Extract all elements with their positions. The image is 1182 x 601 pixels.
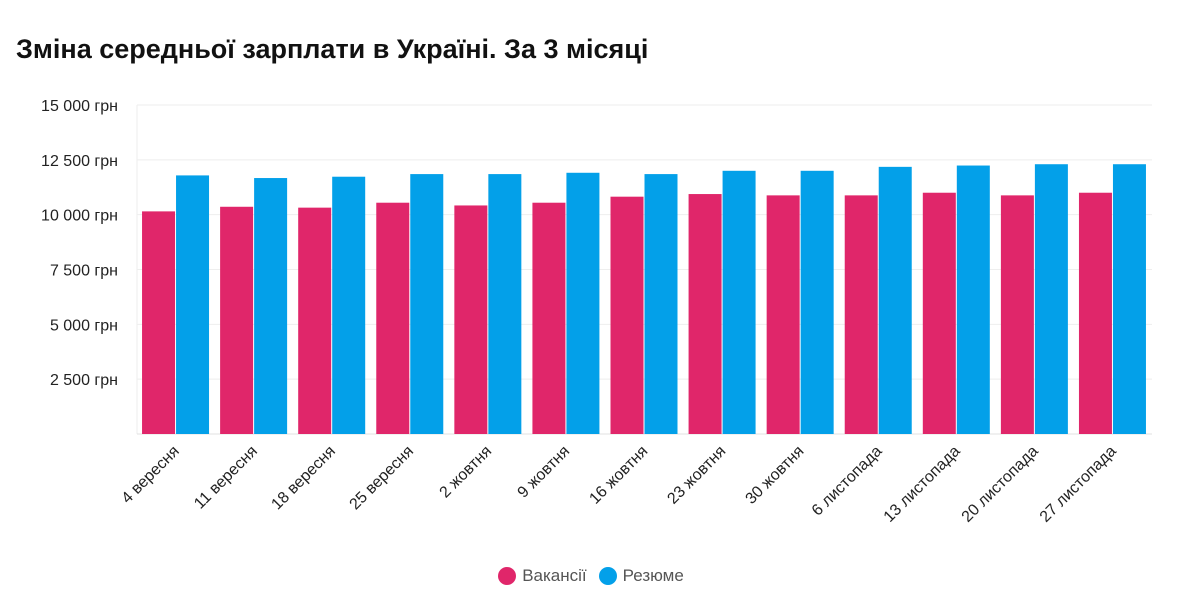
bar-vacancies [376,202,410,434]
bar-resume [1112,164,1146,434]
bar-vacancies [688,194,722,434]
legend: Вакансії Резюме [0,566,1182,590]
bar-chart: 2 500 грн 5 000 грн 7 500 грн 10 000 грн 12 … [41,98,1152,526]
x-tick-label: 18 вересня [268,443,339,514]
x-tick-label: 4 вересня [119,443,183,507]
legend-item[interactable]: Вакансії [498,566,587,586]
x-tick-label: 25 вересня [347,443,418,514]
x-tick-label: 9 жовтня [515,443,574,502]
bar-vacancies [220,206,254,434]
bar-vacancies [922,192,956,434]
bar-resume [488,174,522,434]
y-tick-label: 10 000 грн [41,208,118,225]
bar-vacancies [1000,195,1034,434]
bar-resume [176,175,210,434]
bar-resume [722,170,756,435]
bar-resume [644,174,678,434]
x-tick-label: 23 жовтня [664,443,729,508]
y-tick-label: 2 500 грн [50,372,118,389]
bar-resume [566,172,600,435]
bar-vacancies [298,207,332,434]
x-tick-label: 27 листопада [1037,443,1120,526]
legend-label: Вакансії [522,566,587,585]
x-tick-label: 6 листопада [809,443,886,520]
x-tick-label: 13 листопада [881,443,964,526]
x-tick-label: 16 жовтня [586,443,651,508]
legend-label: Резюме [622,566,684,585]
y-tick-label: 15 000 грн [41,98,118,115]
bar-resume [410,174,444,434]
legend-marker-icon [598,567,617,585]
bar-vacancies [610,196,644,434]
bar-vacancies [844,195,878,434]
y-tick-label: 7 500 грн [50,263,118,280]
bar-resume [878,166,912,435]
bar-vacancies [532,202,566,434]
x-tick-label: 20 листопада [959,443,1042,526]
legend-item[interactable]: Резюме [598,566,684,586]
chart-title: Зміна середньої зарплати в Україні. За 3… [16,34,649,64]
bar-vacancies [142,211,176,434]
bar-vacancies [1078,192,1112,434]
bar-vacancies [454,205,488,434]
legend-marker-icon [498,567,517,585]
bar-resume [800,170,834,435]
x-tick-label: 11 вересня [191,443,261,513]
y-tick-label: 12 500 грн [41,153,118,170]
x-tick-label: 30 жовтня [743,443,808,508]
bar-resume [332,176,366,435]
x-tick-label: 2 жовтня [437,443,496,502]
bar-resume [1034,164,1068,434]
bar-resume [254,178,288,434]
bar-resume [956,165,990,434]
y-tick-label: 5 000 грн [50,317,118,334]
bar-vacancies [766,195,800,434]
